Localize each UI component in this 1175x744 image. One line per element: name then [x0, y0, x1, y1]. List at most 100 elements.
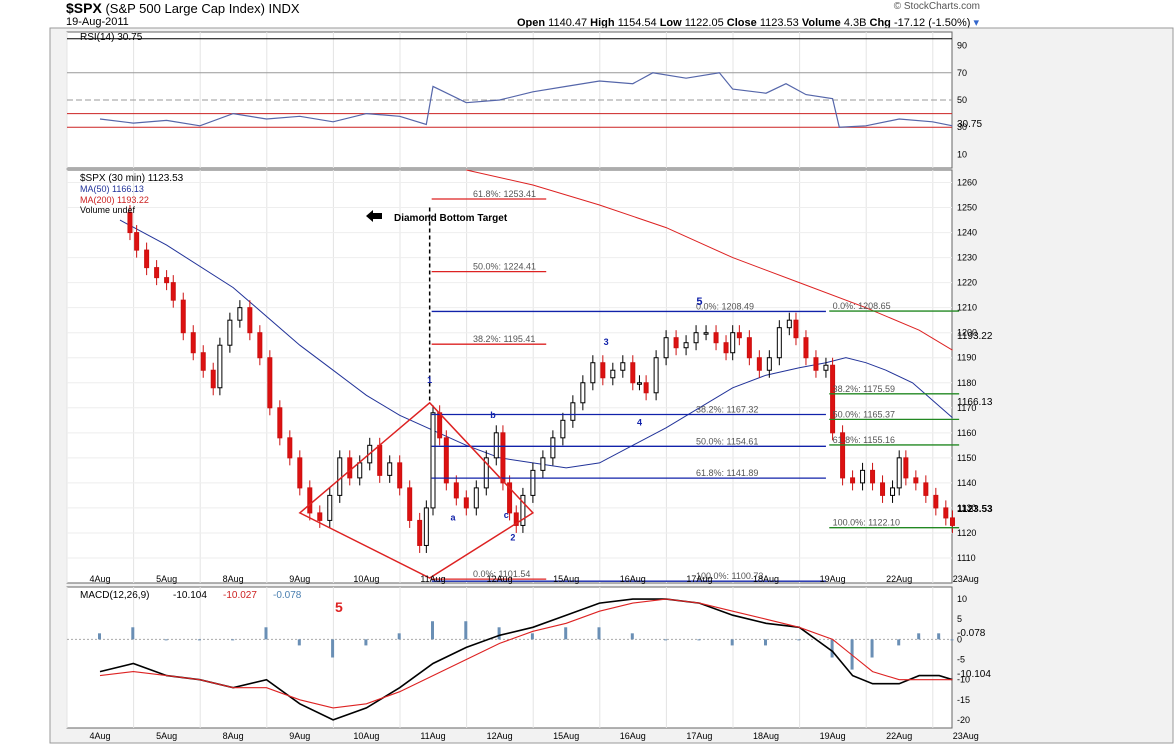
candle-body: [257, 332, 263, 359]
macd-histogram-bar: [397, 633, 401, 640]
candle-body: [580, 382, 586, 404]
candle-body: [357, 462, 363, 479]
x-tick-label-bottom-16Aug: 16Aug: [620, 731, 646, 741]
candle-body: [723, 342, 729, 354]
candle-body: [823, 364, 829, 371]
candle-body: [337, 457, 343, 496]
candle-body: [653, 357, 659, 394]
price-tick-1240: 1240: [957, 228, 977, 238]
x-tick-label-bottom-5Aug: 5Aug: [156, 731, 177, 741]
candle-body: [287, 437, 293, 459]
price-tick-1180: 1180: [957, 378, 976, 388]
ma50-line: [119, 219, 953, 469]
low-value: 1122.05: [684, 17, 724, 29]
candle-body: [550, 437, 556, 459]
candle-body: [746, 337, 752, 359]
x-tick-label-bottom-17Aug: 17Aug: [686, 731, 712, 741]
candle-body: [437, 412, 443, 439]
macd-panel-frame: [66, 586, 953, 729]
candle-body: [683, 342, 689, 349]
candle-body: [643, 382, 649, 394]
dropdown-triangle-icon[interactable]: ▾: [973, 17, 979, 29]
price-legend-ma50: MA(50) 1166.13: [80, 184, 144, 194]
chg-label: Chg: [869, 17, 891, 29]
rsi-panel: 10 30 50 70 90: [67, 38, 967, 159]
x-tick-label-bottom-10Aug: 10Aug: [353, 731, 379, 741]
x-tick-label-8Aug: 8Aug: [223, 574, 244, 584]
candle-body: [297, 457, 303, 489]
candle-body: [630, 362, 636, 384]
candle-body: [870, 469, 876, 484]
fib-blue-label: 38.2%: 1167.32: [696, 404, 758, 414]
x-tick-label-17Aug: 17Aug: [686, 574, 712, 584]
candle-body: [840, 432, 846, 479]
macd-histogram-bar: [937, 633, 941, 640]
fib-blue-label: 50.0%: 1154.61: [696, 436, 758, 446]
candle-body: [493, 432, 499, 459]
chart-date: 19-Aug-2011: [66, 16, 129, 28]
x-tick-label-bottom-4Aug: 4Aug: [89, 731, 110, 741]
x-tick-label-bottom-8Aug: 8Aug: [223, 731, 244, 741]
candle-body: [560, 419, 566, 439]
stockcharts-credit: © StockCharts.com: [893, 1, 980, 12]
macd-line: [99, 598, 953, 721]
macd-histogram-bar: [231, 639, 235, 641]
price-legend-vol: Volume undef: [80, 205, 136, 215]
candle-body: [453, 482, 459, 499]
price-tick-1210: 1210: [957, 303, 977, 313]
macd-histogram-bar: [98, 633, 101, 640]
macd-tick--20: -20: [957, 715, 970, 725]
candle-body: [144, 249, 150, 269]
macd-histogram-bar: [597, 627, 601, 640]
candle-body: [756, 357, 762, 371]
candle-body: [267, 357, 273, 409]
price-legend-main: $SPX (30 min) 1123.53: [80, 173, 184, 184]
x-tick-label-bottom-18Aug: 18Aug: [753, 731, 779, 741]
ma200-axis-label: 1193.22: [957, 331, 993, 342]
macd-histogram-bar: [764, 639, 767, 646]
fib-red-label: 61.8%: 1253.41: [473, 189, 536, 199]
macd-histogram-bar: [830, 639, 834, 658]
candle-body: [636, 382, 642, 385]
fib-red-label: 0.0%: 1101.54: [473, 569, 530, 579]
candle-body: [127, 212, 133, 234]
open-value: 1140.47: [548, 17, 588, 29]
candle-body: [890, 487, 896, 496]
rsi-tick-70: 70: [957, 68, 967, 78]
candle-body: [703, 332, 709, 335]
fib-blue-label: 100.0%: 1100.73: [696, 571, 763, 581]
candle-body: [673, 337, 679, 349]
candle-body: [540, 457, 546, 471]
rsi-line: [99, 72, 953, 128]
candle-body: [277, 407, 283, 439]
rsi-tick-30: 30: [957, 122, 967, 132]
x-tick-label-bottom-23Aug: 23Aug: [953, 731, 979, 741]
wave-label: 5: [696, 296, 702, 308]
rsi-tick-10: 10: [957, 149, 967, 159]
macd-histogram-bar: [431, 621, 434, 640]
macd-histogram-bar: [950, 639, 954, 641]
symbol-name: (S&P 500 Large Cap Index): [105, 1, 265, 16]
candle-body: [423, 507, 429, 546]
candle-body: [730, 332, 736, 354]
candle-body: [170, 282, 176, 301]
x-tick-label-15Aug: 15Aug: [553, 574, 579, 584]
macd-histogram-bar: [131, 627, 135, 640]
chg-value: -17.12 (-1.50%): [893, 17, 971, 29]
price-panel: 1110 1120 1130 1140 1150 1160 1170 1180 1190 1200…: [67, 169, 977, 582]
candle-body: [786, 319, 792, 329]
high-label: High: [590, 17, 615, 29]
volume-label: Volume: [801, 17, 841, 29]
x-tick-label-12Aug: 12Aug: [487, 574, 513, 584]
macd-legend-hist: -0.078: [273, 590, 302, 601]
x-axis: 4Aug 4Aug 5Aug 5Aug 8Aug 8Aug 9Aug 9Aug 10Aug 10A…: [89, 574, 978, 741]
fib-green-label: 38.2%: 1175.59: [833, 384, 895, 394]
candle-body: [850, 477, 856, 484]
macd-histogram-bar: [264, 627, 268, 640]
macd-tick--10: -10: [957, 675, 970, 685]
volume-value: 4.3B: [843, 17, 867, 29]
symbol-text: $SPX: [66, 0, 102, 16]
price-tick-1260: 1260: [957, 178, 977, 188]
diamond-pattern: [298, 401, 535, 579]
